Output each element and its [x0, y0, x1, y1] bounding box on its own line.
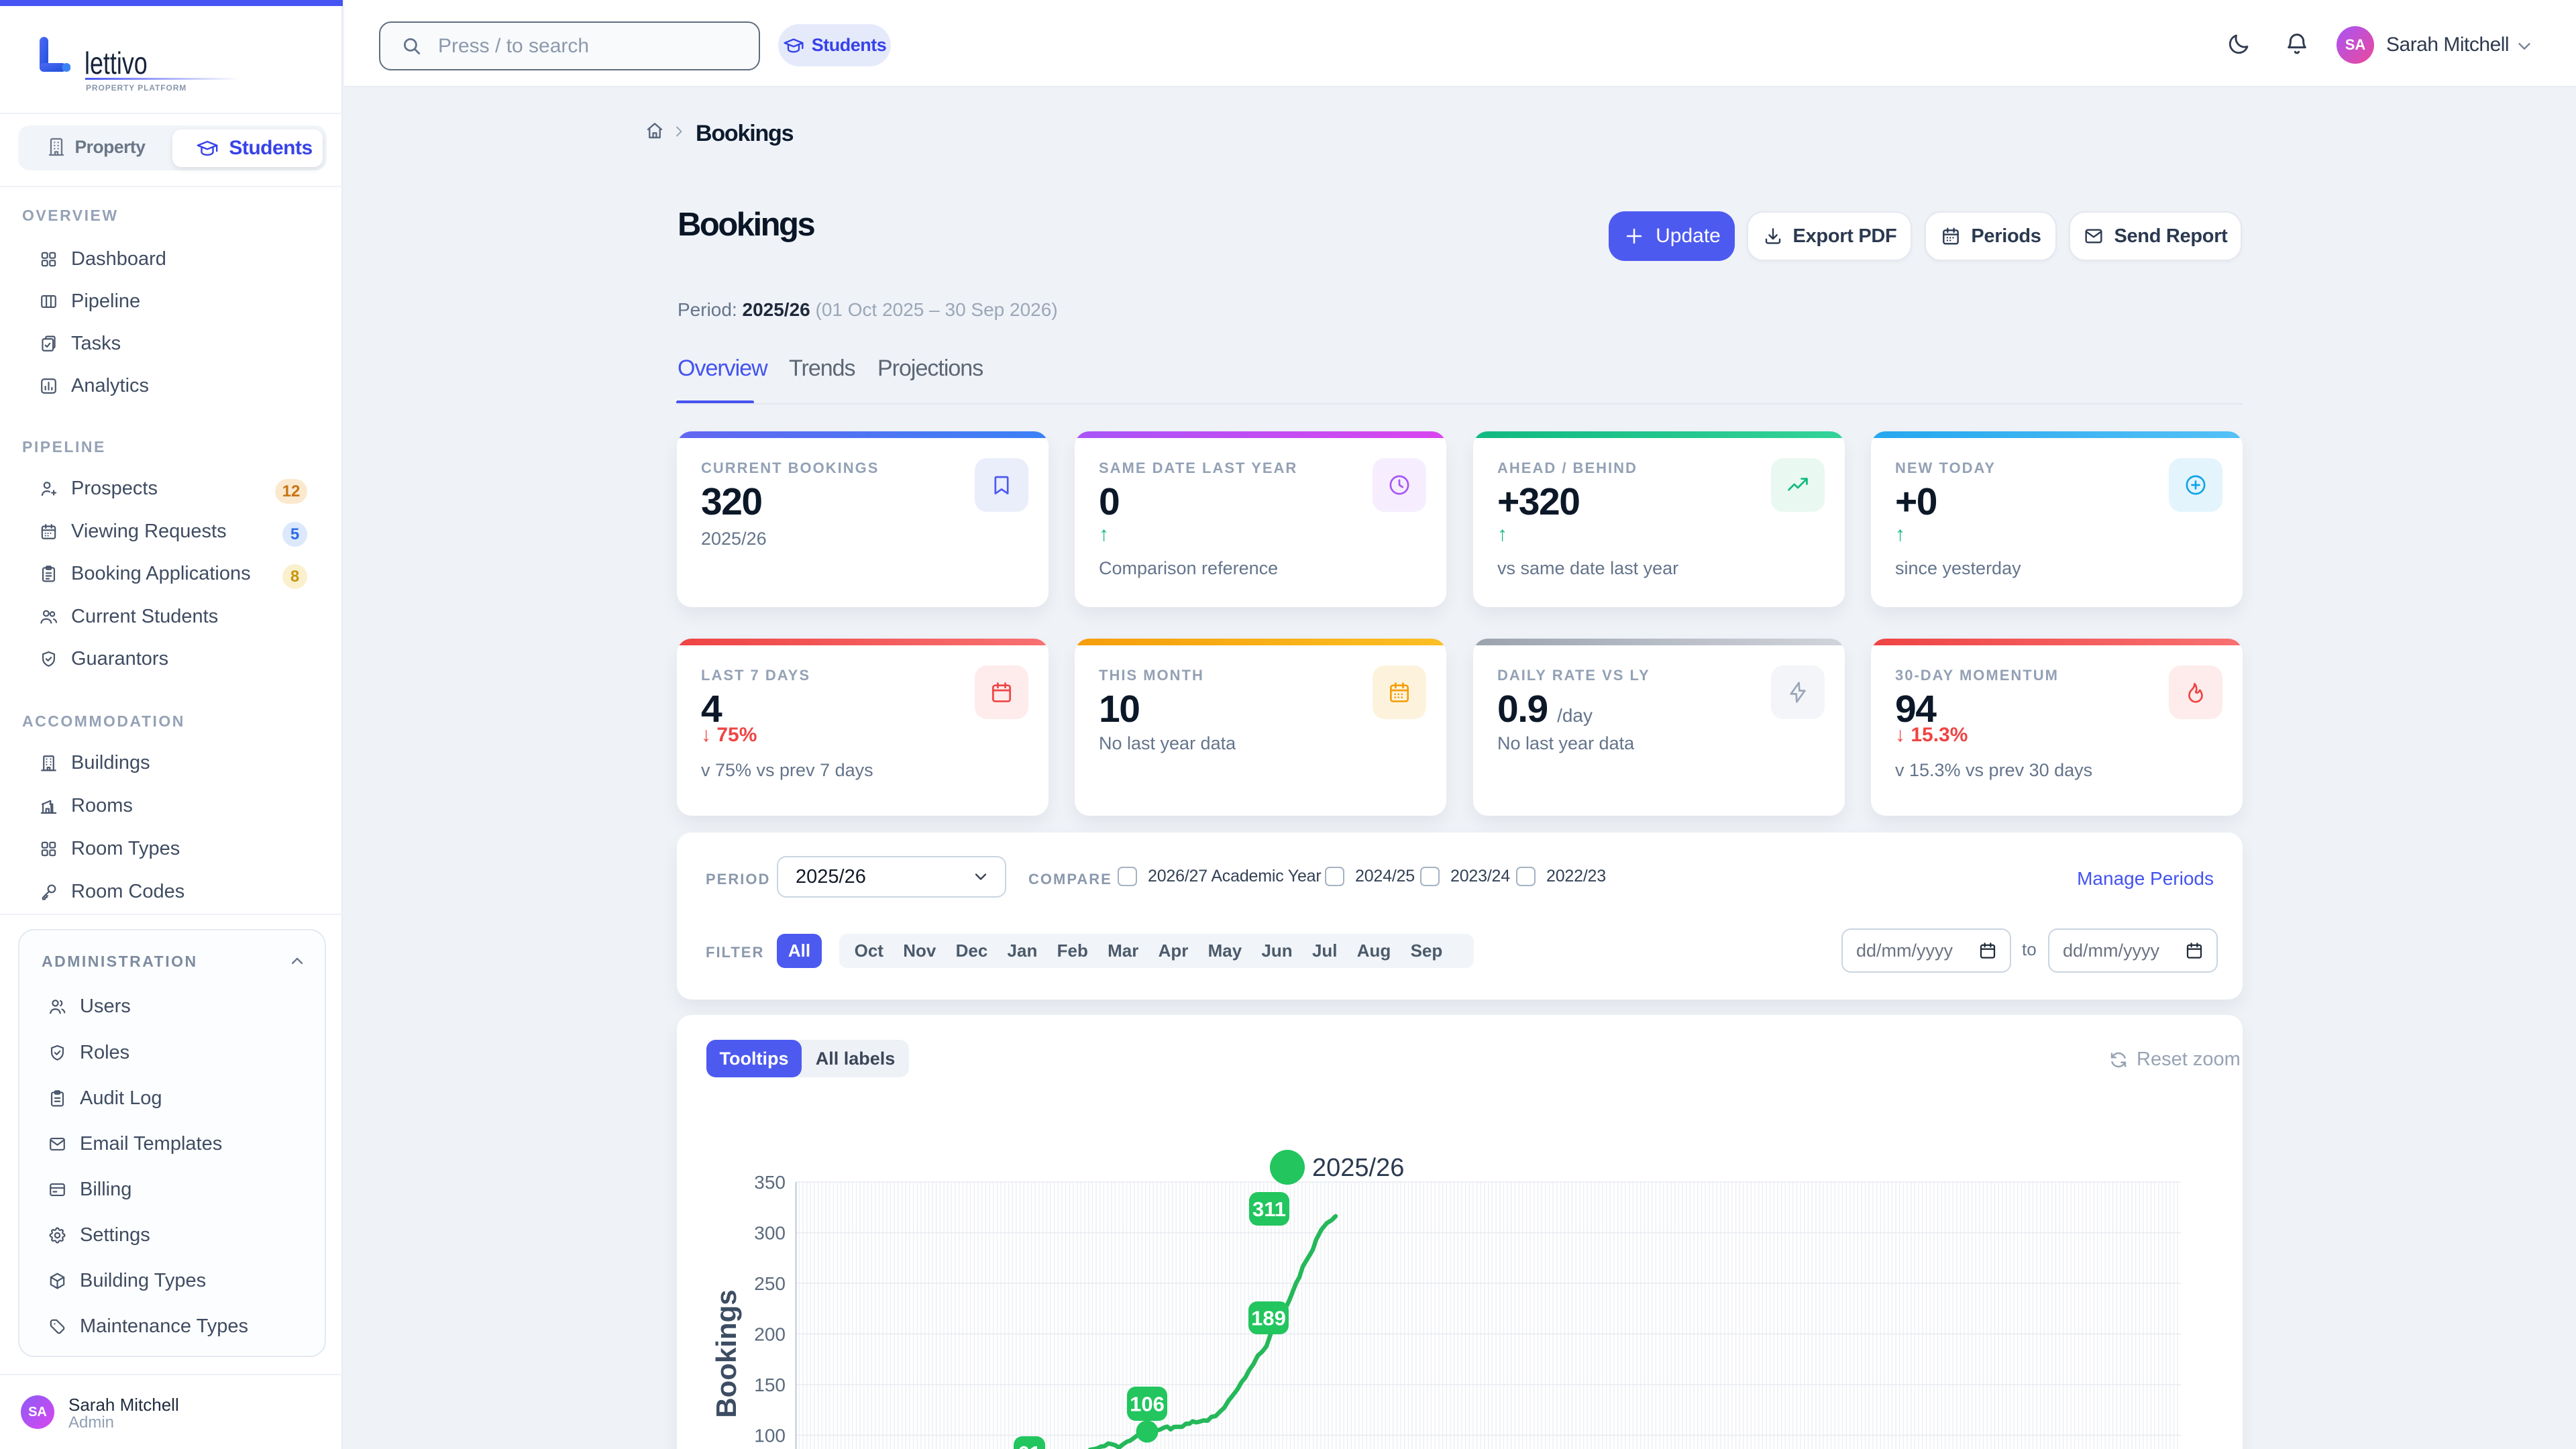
svg-text:300: 300 — [754, 1223, 786, 1244]
svg-text:100: 100 — [754, 1426, 786, 1446]
svg-text:106: 106 — [1130, 1393, 1165, 1416]
svg-text:Bookings: Bookings — [710, 1289, 742, 1417]
svg-text:189: 189 — [1251, 1307, 1286, 1330]
svg-text:311: 311 — [1252, 1197, 1286, 1221]
svg-text:150: 150 — [754, 1375, 786, 1395]
svg-text:2025/26: 2025/26 — [1312, 1154, 1404, 1182]
svg-text:61: 61 — [1018, 1442, 1040, 1449]
svg-text:200: 200 — [754, 1324, 786, 1345]
svg-text:350: 350 — [754, 1172, 786, 1193]
svg-text:250: 250 — [754, 1273, 786, 1294]
